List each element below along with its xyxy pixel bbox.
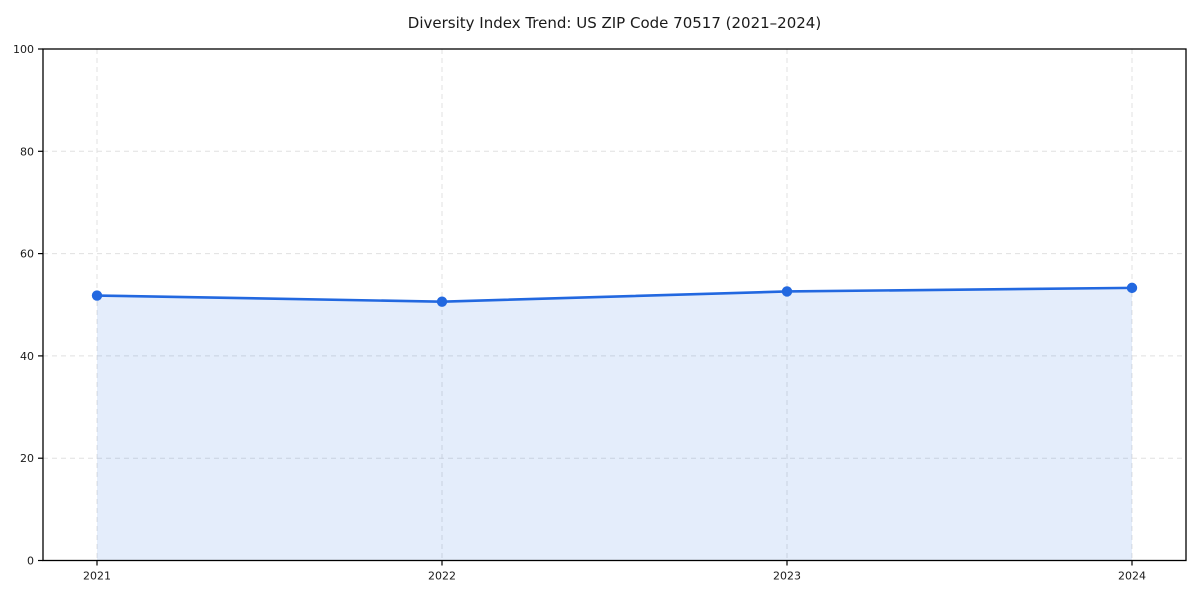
- area-fill: [97, 287, 1132, 561]
- y-tick-label: 0: [27, 555, 34, 568]
- x-tick-label: 2022: [428, 570, 456, 583]
- grid-layer: [43, 49, 1186, 561]
- marker-layer: [91, 282, 1138, 307]
- line-layer: [95, 286, 1134, 303]
- x-tick-label: 2024: [1118, 570, 1146, 583]
- chart-title: Diversity Index Trend: US ZIP Code 70517…: [408, 14, 821, 32]
- y-tick-label: 20: [20, 452, 34, 465]
- tick-layer: [38, 48, 1133, 566]
- data-point-2022: [436, 296, 448, 307]
- y-tick-label: 100: [13, 43, 34, 56]
- trend-line: [95, 286, 1134, 303]
- y-tick-label: 60: [20, 248, 34, 261]
- spine-layer: [42, 48, 1187, 562]
- y-tick-label: 40: [20, 350, 34, 363]
- x-tick-label: 2023: [773, 570, 801, 583]
- data-point-2023: [781, 286, 793, 297]
- data-point-2021: [91, 290, 103, 301]
- label-layer: 0 20 40 60 80 100 2021 2022 2023 2024: [13, 43, 1146, 583]
- x-tick-label: 2021: [83, 570, 111, 583]
- data-point-2024: [1126, 282, 1138, 294]
- y-tick-label: 80: [20, 145, 34, 158]
- plot-border: [42, 48, 1187, 562]
- area-layer: [97, 287, 1132, 561]
